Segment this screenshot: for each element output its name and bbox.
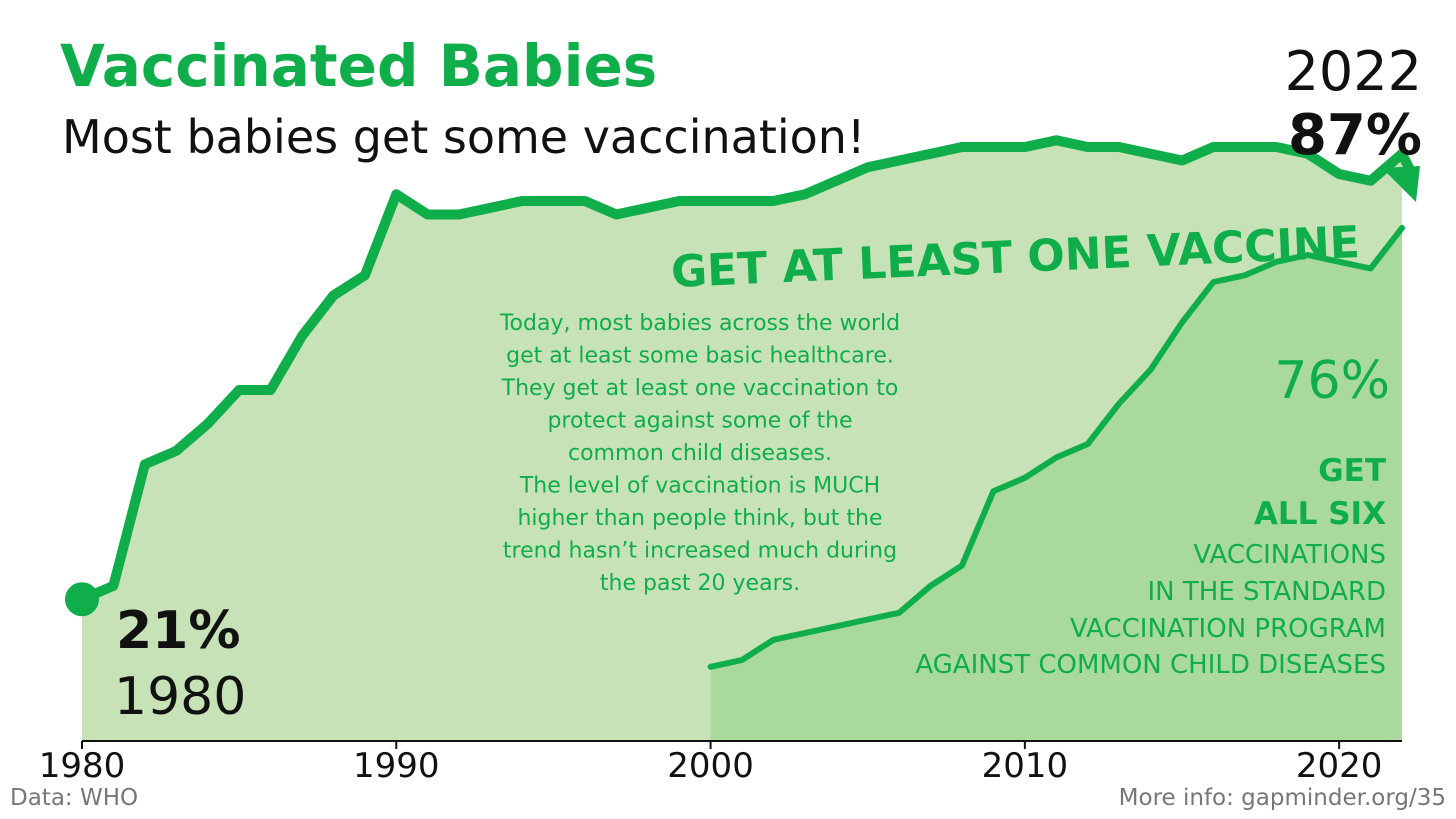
x-tick-label-1980: 1980	[39, 746, 126, 786]
end-year-label: 2022	[1285, 40, 1422, 103]
description-line-3: They get at least one vaccination to	[501, 376, 899, 401]
description-line-5: common child diseases.	[568, 441, 832, 466]
description-line-6: The level of vaccination is MUCH	[519, 474, 880, 499]
chart-title: Vaccinated Babies	[60, 32, 657, 100]
end-arrow-head	[1382, 166, 1420, 202]
description-line-1: Today, most babies across the world	[499, 311, 900, 336]
all-six-area	[710, 228, 1402, 741]
all-six-line-5: VACCINATION PROGRAM	[1070, 614, 1386, 644]
all-six-value-label: 76%	[1274, 351, 1390, 411]
x-tick-label-2000: 2000	[667, 746, 754, 786]
start-year-label: 1980	[114, 667, 246, 727]
description-text: Today, most babies across the world get a…	[499, 311, 900, 596]
x-tick-label-1990: 1990	[353, 746, 440, 786]
description-line-2: get at least some basic healthcare.	[506, 344, 894, 369]
more-info-link[interactable]: More info: gapminder.org/35	[1119, 785, 1446, 811]
x-tick-label-2020: 2020	[1296, 746, 1383, 786]
description-line-9: the past 20 years.	[600, 571, 800, 596]
x-tick-label-2010: 2010	[982, 746, 1069, 786]
end-value-label: 87%	[1288, 103, 1422, 168]
source-note: Data: WHO	[10, 785, 138, 811]
all-six-line-1: GET	[1318, 453, 1386, 489]
description-line-4: protect against some of the	[547, 409, 852, 434]
all-six-label: GET ALL SIX VACCINATIONS IN THE STANDARD VAC…	[915, 453, 1386, 680]
chart-subtitle: Most babies get some vaccination!	[62, 110, 865, 164]
start-point-marker	[65, 582, 99, 617]
description-line-7: higher than people think, but the	[517, 506, 882, 531]
all-six-line-4: IN THE STANDARD	[1147, 577, 1386, 607]
start-value-label: 21%	[116, 601, 240, 661]
all-six-line-2: ALL SIX	[1254, 496, 1386, 532]
all-six-line-3: VACCINATIONS	[1193, 540, 1386, 570]
all-six-line-6: AGAINST COMMON CHILD DISEASES	[915, 650, 1386, 680]
description-line-8: trend hasn’t increased much during	[503, 539, 897, 564]
